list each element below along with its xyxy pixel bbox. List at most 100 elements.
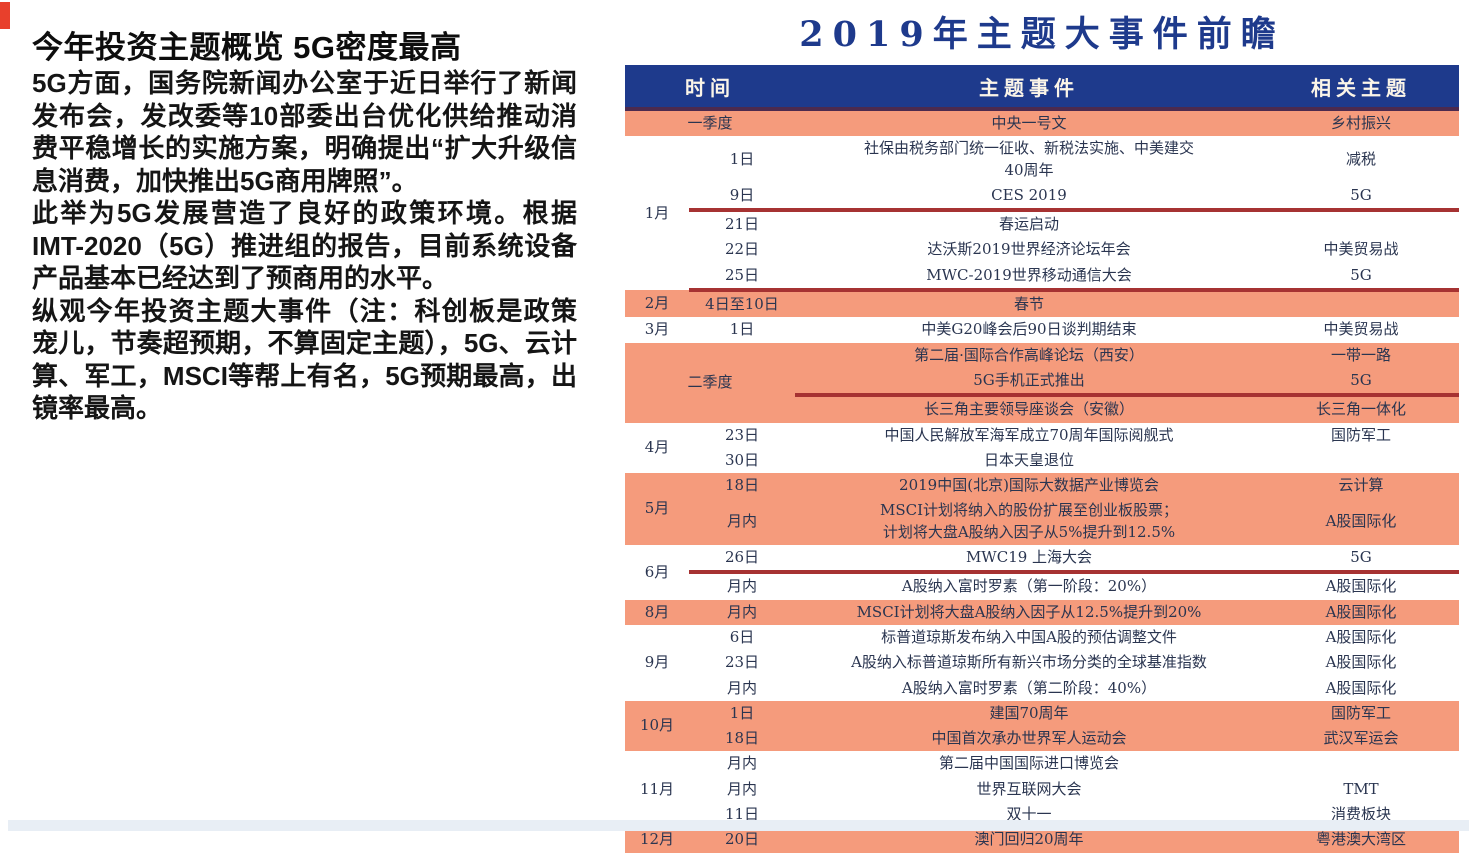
event-cell: MSCI计划将大盘A股纳入因子从12.5%提升到20% bbox=[795, 599, 1263, 625]
events-table-title: 2019年主题大事件前瞻 bbox=[799, 14, 1285, 55]
table-row: 5G手机正式推出 5G bbox=[625, 367, 1459, 398]
theme-cell: A股国际化 bbox=[1325, 653, 1397, 672]
day-cell: 22日 bbox=[724, 240, 760, 259]
table-row: 5月 18日 2019中国(北京)国际大数据产业博览会 云计算 bbox=[625, 473, 1459, 546]
table-row: 23日 A股纳入标普道琼斯所有新兴市场分类的全球基准指数 A股国际化 bbox=[625, 650, 1459, 675]
event-cell: 社保由税务部门统一征收、新税法实施、中美建交 40周年 bbox=[863, 139, 1194, 179]
paragraph-5g-policy: 5G方面，国务院新闻办公室于近日举行了新闻发布会，发改委等10部委出台优化供给推… bbox=[32, 68, 577, 196]
month-cell: 10月 bbox=[625, 700, 689, 752]
table-row: 6月 26日 MWC19 上海大会 5G bbox=[625, 545, 1459, 581]
table-row: 月内 A股纳入富时罗素（第二阶段：40%） A股国际化 bbox=[625, 676, 1459, 701]
event-cell: 中国首次承办世界军人运动会 bbox=[795, 726, 1263, 752]
event-cell: 5G手机正式推出 bbox=[795, 367, 1263, 398]
event-cell: 双十一 bbox=[1006, 805, 1052, 824]
theme-cell: 一带一路 bbox=[1263, 342, 1459, 368]
column-header-event: 主题事件 bbox=[795, 65, 1263, 111]
day-cell: 月内 bbox=[726, 779, 757, 798]
paragraph-theme-overview: 纵观今年投资主题大事件（注：科创板是政策宠儿，节奏超预期，不算固定主题），5G、… bbox=[32, 295, 577, 424]
theme-cell: 5G bbox=[1263, 545, 1459, 575]
table-row: 月内 A股纳入富时罗素（第一阶段：20%） A股国际化 bbox=[625, 572, 1459, 599]
theme-cell: A股国际化 bbox=[1325, 678, 1397, 697]
theme-cell: 云计算 bbox=[1263, 473, 1459, 499]
month-cell: 6月 bbox=[644, 562, 670, 581]
day-cell: 4日至10日 bbox=[689, 290, 795, 318]
column-header-theme: 相关主题 bbox=[1263, 65, 1459, 111]
day-cell: 23日 bbox=[724, 425, 760, 444]
event-cell: 日本天皇退位 bbox=[983, 450, 1074, 469]
table-row: 30日 日本天皇退位 bbox=[625, 448, 1459, 473]
quarter-cell: 二季度 bbox=[625, 342, 795, 423]
theme-cell: 国防军工 bbox=[1330, 425, 1391, 444]
month-cell: 9月 bbox=[644, 653, 670, 672]
day-cell: 25日 bbox=[689, 262, 795, 293]
month-cell: 5月 bbox=[625, 473, 689, 546]
table-row: 21日 春运启动 bbox=[625, 210, 1459, 237]
table-row: 二季度 第二届·国际合作高峰论坛（西安） 一带一路 bbox=[625, 342, 1459, 423]
theme-cell: 中美贸易战 bbox=[1323, 240, 1399, 259]
day-cell: 11日 bbox=[724, 805, 760, 824]
theme-cell: 长三角一体化 bbox=[1263, 395, 1459, 423]
day-cell: 21日 bbox=[724, 215, 760, 234]
red-corner-mark bbox=[0, 2, 10, 29]
month-cell: 11月 bbox=[639, 779, 675, 798]
day-cell: 月内 bbox=[689, 498, 795, 546]
theme-cell bbox=[1263, 210, 1459, 237]
theme-cell bbox=[1263, 448, 1459, 473]
table-row: 10月 1日 建国70周年 国防军工 bbox=[625, 700, 1459, 752]
table-row: 一季度 中央一号文 乡村振兴 bbox=[625, 109, 1459, 137]
table-row: 11月 月内 第二届中国国际进口博览会 bbox=[625, 751, 1459, 797]
page-title: 今年投资主题概览 5G密度最高 bbox=[32, 30, 462, 65]
left-panel: 今年投资主题概览 5G密度最高 5G方面，国务院新闻办公室于近日举行了新闻发布会… bbox=[32, 22, 577, 425]
day-cell: 20日 bbox=[689, 827, 795, 853]
right-panel: 2019年主题大事件前瞻 时间 主题事件 相关主题 一季度 中央一号文 乡村振兴 1月… bbox=[625, 6, 1459, 853]
theme-cell: TMT bbox=[1343, 779, 1379, 798]
theme-cell: 粤港澳大湾区 bbox=[1263, 827, 1459, 853]
event-cell: 中美G20峰会后90日谈判期结束 bbox=[921, 320, 1137, 339]
theme-cell bbox=[1263, 751, 1459, 776]
theme-cell: A股国际化 bbox=[1325, 627, 1397, 646]
day-cell: 1日 bbox=[689, 700, 795, 727]
table-row: 2月 4日至10日 春节 bbox=[625, 290, 1459, 318]
event-cell: A股纳入富时罗素（第一阶段：20%） bbox=[901, 577, 1157, 596]
theme-cell: 5G bbox=[1263, 262, 1459, 293]
column-header-time: 时间 bbox=[625, 65, 795, 111]
table-row: 4月 23日 中国人民解放军海军成立70周年国际阅舰式 国防军工 bbox=[625, 423, 1459, 457]
month-cell: 2月 bbox=[625, 290, 689, 318]
theme-cell: A股国际化 bbox=[1263, 599, 1459, 625]
day-cell: 9日 bbox=[689, 182, 795, 213]
table-row: 11日 双十一 消费板块 bbox=[625, 802, 1459, 827]
event-cell: 世界互联网大会 bbox=[976, 779, 1082, 798]
theme-cell: 消费板块 bbox=[1330, 805, 1391, 824]
day-cell: 月内 bbox=[689, 599, 795, 625]
theme-cell: 5G bbox=[1263, 367, 1459, 398]
event-cell: MWC19 上海大会 bbox=[795, 545, 1263, 575]
theme-cell: 中美贸易战 bbox=[1323, 320, 1399, 339]
day-cell: 18日 bbox=[689, 726, 795, 752]
table-header-row: 时间 主题事件 相关主题 bbox=[625, 65, 1459, 111]
table-row: 9月 6日 标普道琼斯发布纳入中国A股的预估调整文件 A股国际化 bbox=[625, 625, 1459, 671]
theme-cell: 武汉军运会 bbox=[1263, 726, 1459, 752]
table-row: 12月 20日 澳门回归20周年 粤港澳大湾区 bbox=[625, 827, 1459, 853]
table-row: 1月 1日 社保由税务部门统一征收、新税法实施、中美建交 40周年 减税 bbox=[625, 136, 1459, 221]
day-cell: 30日 bbox=[724, 450, 760, 469]
event-cell: A股纳入标普道琼斯所有新兴市场分类的全球基准指数 bbox=[851, 653, 1207, 672]
event-cell: 第二届中国国际进口博览会 bbox=[938, 754, 1119, 773]
theme-cell: A股国际化 bbox=[1263, 498, 1459, 546]
table-row: 8月 月内 MSCI计划将大盘A股纳入因子从12.5%提升到20% A股国际化 bbox=[625, 599, 1459, 625]
event-cell: 标普道琼斯发布纳入中国A股的预估调整文件 bbox=[881, 627, 1177, 646]
day-cell: 18日 bbox=[689, 473, 795, 499]
table-row: 25日 MWC-2019世界移动通信大会 5G bbox=[625, 262, 1459, 293]
day-cell: 月内 bbox=[726, 577, 757, 596]
theme-cell: 减税 bbox=[1345, 149, 1376, 168]
event-cell: 中央一号文 bbox=[795, 109, 1263, 137]
theme-cell: 乡村振兴 bbox=[1263, 109, 1459, 137]
table-row: 9日 CES 2019 5G bbox=[625, 182, 1459, 213]
theme-cell bbox=[1263, 290, 1459, 318]
event-cell: 第二届·国际合作高峰论坛（西安） bbox=[795, 342, 1263, 368]
theme-cell: 国防军工 bbox=[1263, 700, 1459, 727]
event-cell: 春运启动 bbox=[998, 215, 1059, 234]
event-cell: MSCI计划将纳入的股份扩展至创业板股票； 计划将大盘A股纳入因子从5%提升到1… bbox=[795, 498, 1263, 546]
day-cell: 月内 bbox=[726, 678, 757, 697]
paragraph-imt2020-report: 此举为5G发展营造了良好的政策环境。根据IMT-2020（5G）推进组的报告，目… bbox=[32, 198, 577, 293]
table-row: 3月 1日 中美G20峰会后90日谈判期结束 中美贸易战 bbox=[625, 317, 1459, 342]
